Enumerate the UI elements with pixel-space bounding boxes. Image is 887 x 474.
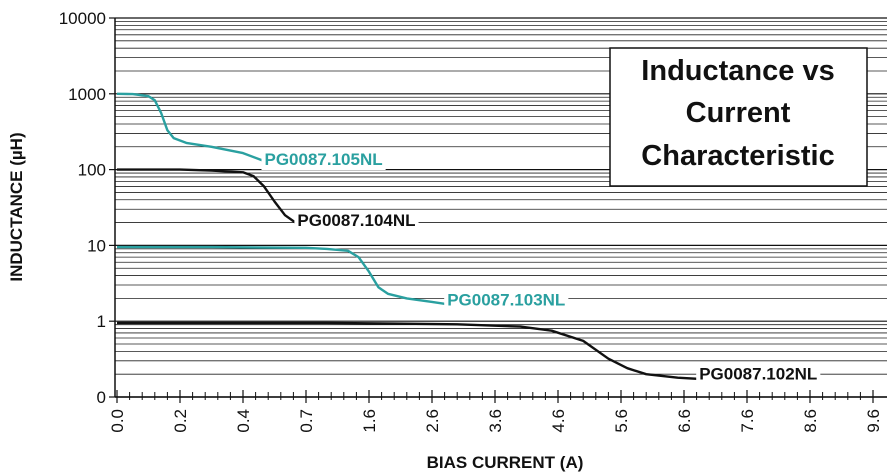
series-label: PG0087.104NL	[297, 211, 415, 230]
series-line	[117, 245, 458, 307]
y-tick-label: 100	[78, 161, 106, 180]
x-tick-label: 0.2	[171, 409, 190, 433]
chart-title-line-3: Characteristic	[641, 140, 834, 172]
series-label-group: PG0087.103NL	[444, 289, 569, 311]
x-tick-label: 0.4	[234, 409, 253, 433]
x-tick-label: 4.6	[549, 409, 568, 433]
series-label: PG0087.105NL	[265, 150, 383, 169]
x-tick-label: 0.0	[108, 409, 127, 433]
series-label-group: PG0087.105NL	[261, 148, 386, 170]
x-tick-label: 0.7	[297, 409, 316, 433]
series-label: PG0087.103NL	[447, 291, 565, 310]
x-tick-label: 2.6	[423, 409, 442, 433]
x-tick-label: 8.6	[801, 409, 820, 433]
x-tick-label: 3.6	[486, 409, 505, 433]
x-tick-label: 6.6	[675, 409, 694, 433]
y-tick-label: 0	[97, 388, 106, 407]
x-tick-label: 5.6	[612, 409, 631, 433]
series-line	[116, 92, 275, 167]
series-label-group: PG0087.104NL	[294, 210, 419, 232]
x-tick-label: 9.6	[864, 409, 883, 433]
plot-frame	[114, 18, 887, 398]
series-label: PG0087.102NL	[699, 365, 817, 384]
chart-title-box: Inductance vs Current Characteristic	[609, 47, 868, 187]
chart-title-line-2: Current	[686, 97, 791, 129]
y-tick-label: 1000	[68, 85, 106, 104]
y-tick-label: 10000	[59, 9, 106, 28]
chart-title-line-1: Inductance vs	[641, 55, 834, 87]
series-line	[117, 168, 308, 228]
series-lines	[116, 92, 710, 381]
series-label-group: PG0087.102NL	[696, 363, 821, 385]
series-labels: PG0087.105NL PG0087.104NL PG0087.103NL PG00…	[261, 148, 821, 385]
series-label-background	[444, 289, 569, 311]
y-axis-ticks: 0 1 10 100 1000 10000	[59, 9, 115, 407]
y-axis-title: INDUCTANCE (µH)	[7, 132, 26, 281]
series-line	[117, 321, 710, 381]
series-label-background	[294, 210, 419, 232]
x-axis-ticks: 0.0 0.2 0.4 0.7 1.6 2.6 3.6 4.6 5.6 6.6 7.6 8.6 9.6	[108, 390, 883, 433]
x-axis-title: BIAS CURRENT (A)	[427, 453, 584, 472]
series-label-background	[261, 148, 386, 170]
series-label-background	[696, 363, 821, 385]
y-tick-label: 1	[97, 312, 106, 331]
y-tick-label: 10	[87, 236, 106, 255]
x-tick-label: 1.6	[360, 409, 379, 433]
x-tick-label: 7.6	[738, 409, 757, 433]
